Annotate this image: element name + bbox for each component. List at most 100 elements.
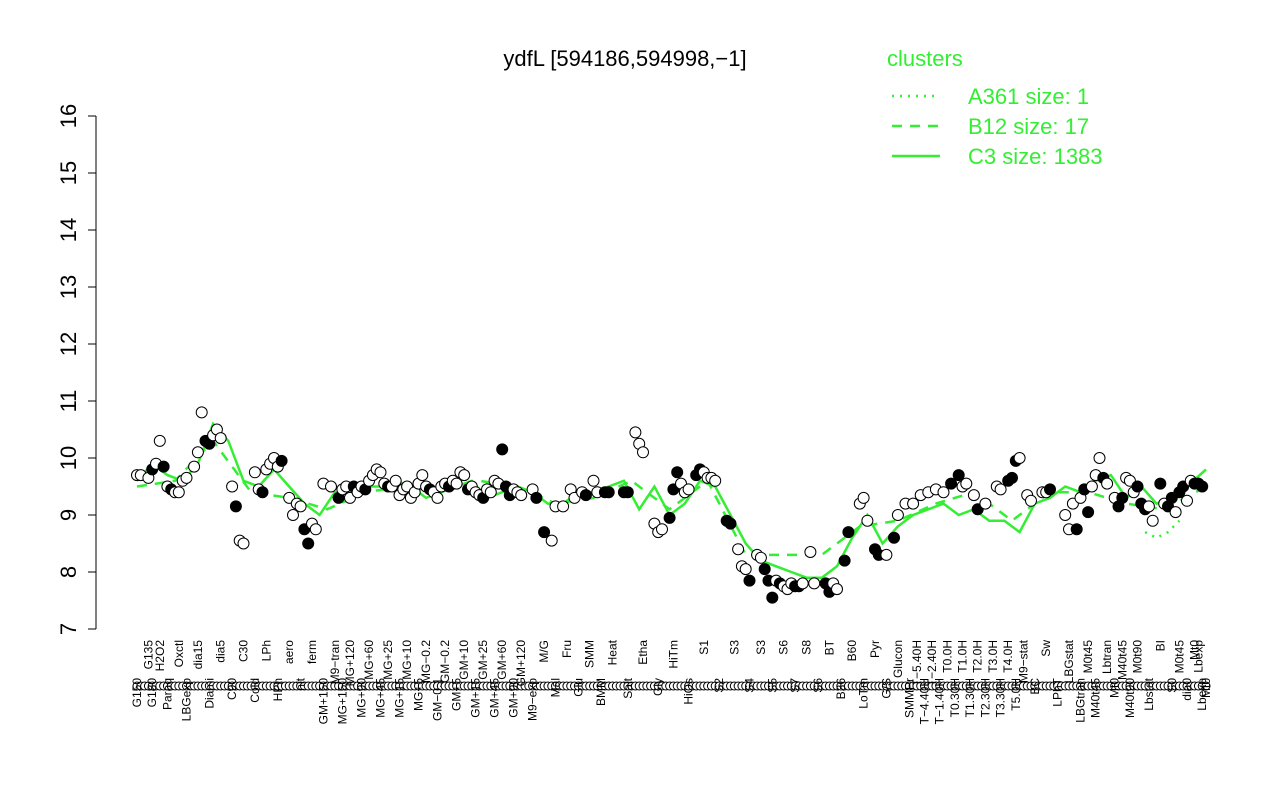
x-tick-label: S2 (712, 678, 726, 693)
x-tick-label: T0.30H (948, 678, 962, 717)
data-point (389, 474, 402, 487)
data-point (952, 469, 965, 482)
x-tick-label: T4.0H (1001, 640, 1015, 673)
data-point (1082, 506, 1095, 519)
cluster-line-A361 (1144, 519, 1181, 540)
data-point (1116, 491, 1129, 504)
data-point (431, 491, 444, 504)
y-tick-label: 8 (56, 566, 81, 578)
data-point (191, 446, 204, 459)
data-point (808, 577, 821, 590)
data-point (945, 477, 958, 490)
legend-label: C3 size: 1383 (968, 144, 1103, 169)
data-point (1169, 506, 1182, 519)
x-tick-label: Cold (248, 678, 262, 703)
y-tick-label: 9 (56, 509, 81, 521)
x-tick-label: MG−0.2 (419, 640, 433, 683)
data-point (579, 489, 592, 502)
x-tick-label: M40t45 (1089, 678, 1103, 718)
data-point (629, 426, 642, 439)
data-point (960, 477, 973, 490)
data-point (758, 563, 771, 576)
data-point (743, 574, 756, 587)
y-tick-label: 11 (56, 390, 81, 413)
data-point (663, 511, 676, 524)
x-tick-label: S8 (800, 640, 814, 655)
cluster-line-B12 (136, 438, 1207, 557)
x-tick-label: GM+150 (316, 678, 330, 725)
data-point (1093, 452, 1106, 464)
x-tick-label: HiTm (666, 640, 680, 669)
y-tick-label: 16 (56, 104, 81, 128)
chart-title: ydfL [594186,594998,−1] (503, 46, 746, 71)
data-point (248, 466, 261, 479)
data-point (671, 466, 684, 479)
x-tick-label: MG+150 (335, 678, 349, 725)
data-point (545, 534, 558, 547)
data-point (229, 500, 242, 513)
x-tick-label: Lbexp (1191, 640, 1205, 673)
data-point (287, 509, 299, 521)
data-point (1085, 480, 1098, 493)
x-tick-label: GM+15 (469, 678, 483, 718)
x-tick-label: C90 (225, 678, 239, 700)
legend-label: A361 size: 1 (968, 84, 1089, 109)
x-tick-label: BC (1028, 678, 1042, 695)
x-tick-label: G150 (130, 678, 144, 708)
x-tick-label: LBGstat (1062, 639, 1076, 683)
x-tick-label: Salt (621, 677, 635, 698)
data-point (557, 500, 570, 513)
data-point (724, 517, 737, 530)
data-point (1196, 480, 1209, 493)
data-point (302, 537, 315, 550)
x-tick-label: MG+120 (343, 640, 357, 687)
x-tick-label: Paraq (160, 678, 174, 710)
x-tick-label: M40t45 (1115, 640, 1129, 680)
data-points (131, 406, 1209, 604)
y-tick-label: 7 (56, 623, 81, 635)
x-tick-label: B36 (834, 678, 848, 700)
y-tick-label: 10 (56, 446, 81, 470)
x-tick-label: GM+25 (476, 640, 490, 680)
data-point (994, 483, 1007, 496)
x-tick-label: T3.30H (994, 678, 1008, 717)
data-point (484, 486, 497, 499)
x-tick-label: MG+90 (355, 678, 369, 718)
x-tick-label: BMM (594, 678, 608, 706)
x-tick-label: dia15 (191, 640, 205, 670)
data-point (172, 486, 185, 499)
data-point (458, 469, 471, 482)
x-tick-label: GM+90 (507, 678, 521, 718)
data-point (214, 432, 227, 445)
data-point (188, 460, 201, 473)
data-point (831, 583, 843, 596)
data-point (1044, 483, 1056, 496)
x-tick-label: M0t90 (1131, 640, 1145, 674)
x-tick-label: Mal (549, 678, 563, 697)
x-tick-label: GM+5 (450, 678, 464, 711)
x-tick-label: T3.0H (986, 640, 1000, 673)
y-tick-label: 13 (56, 275, 81, 299)
x-tick-label: Mt0 (1199, 678, 1213, 698)
x-tick-label: Mt0 (1188, 640, 1202, 660)
x-tick-label: ferm (305, 640, 319, 664)
data-point (842, 526, 855, 539)
x-tick-label: Lbexp (1195, 678, 1209, 711)
data-point (450, 477, 463, 490)
x-tick-label: Sw (1039, 640, 1053, 657)
data-point (979, 497, 992, 510)
data-point (1154, 477, 1167, 490)
x-tick-label: G180 (145, 678, 159, 708)
x-tick-label: T−5.40H (910, 640, 924, 686)
x-tick-label: Pyr (868, 640, 882, 658)
data-point (1142, 500, 1155, 513)
x-tick-label: T2.0H (971, 640, 985, 673)
data-point (796, 577, 809, 590)
x-tick-label: Lbstat (1142, 677, 1156, 710)
data-point (1006, 471, 1018, 484)
x-tick-label: Heat (606, 639, 620, 665)
x-tick-label: LPhT (1051, 677, 1065, 706)
x-tick-label: GM+10 (457, 640, 471, 680)
x-tick-label: Etha (636, 640, 650, 665)
x-tick-label: MG+10 (400, 640, 414, 680)
